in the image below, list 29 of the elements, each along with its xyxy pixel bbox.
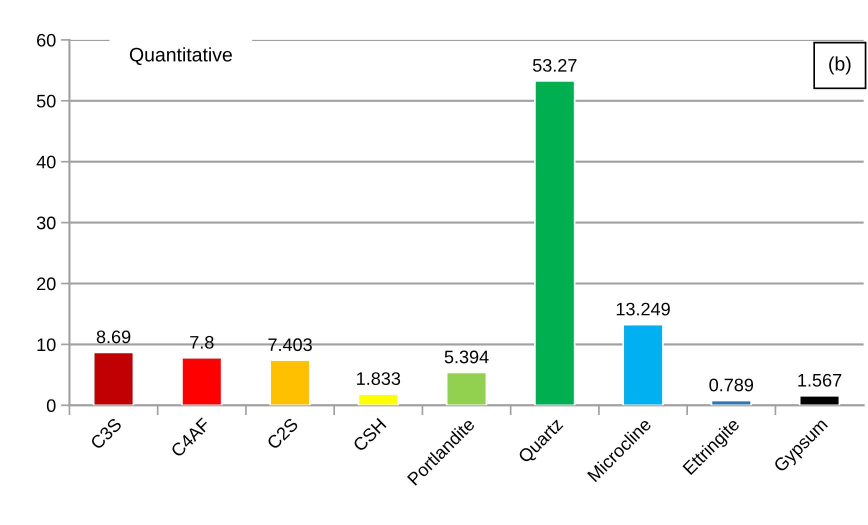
data-label: 5.394 [444, 350, 489, 364]
annotation: (b) [829, 56, 851, 75]
data-label: 1.833 [357, 372, 400, 386]
bar [622, 324, 664, 406]
y-tick-label: 40 [36, 156, 56, 168]
y-tick-label: 20 [37, 277, 56, 290]
bar [798, 394, 840, 406]
bar [446, 372, 488, 406]
annotation: Quantitative [130, 47, 232, 66]
data-label: 8.69 [96, 330, 130, 344]
data-label: 7.8 [190, 336, 214, 349]
x-tick-label: C3S [90, 417, 122, 450]
bar [358, 393, 399, 406]
y-tick-label: 30 [36, 216, 56, 230]
data-label: 1.567 [798, 374, 842, 387]
bar [181, 356, 222, 406]
data-label: 7.403 [268, 338, 312, 352]
x-tick-label: C2S [266, 417, 299, 450]
data-label: 53.27 [532, 58, 576, 72]
bar [534, 80, 576, 406]
data-label: 0.789 [709, 378, 754, 392]
bar [710, 400, 752, 406]
y-tick-label: 10 [38, 338, 56, 352]
y-tick-label: 50 [36, 94, 56, 108]
y-tick-label: 60 [37, 34, 56, 47]
data-label: 13.249 [616, 302, 670, 316]
bar [269, 359, 311, 406]
bar [92, 352, 134, 406]
y-tick-label: 0 [46, 399, 56, 412]
